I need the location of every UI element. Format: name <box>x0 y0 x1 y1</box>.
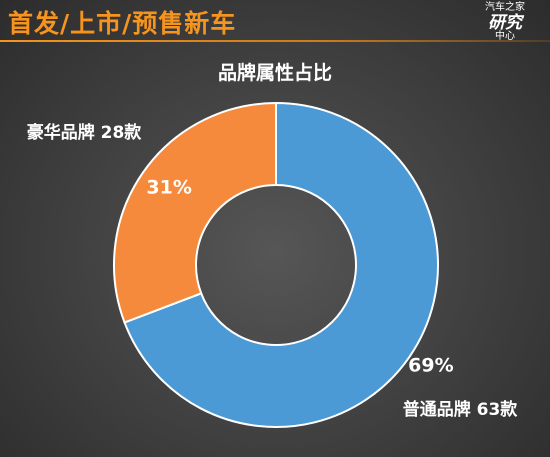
chart-title: 品牌属性占比 <box>217 62 332 84</box>
slice-regular-brand <box>123 101 439 428</box>
slice-luxury-brand <box>113 101 277 324</box>
logo-bottom-text: 中心 <box>495 31 515 42</box>
legend-label-luxury-brand: 豪华品牌 28款 <box>27 122 143 143</box>
logo-main-text: 研究 <box>488 13 522 33</box>
brand-logo: 汽车之家 研究 中心 <box>466 2 544 42</box>
header-divider <box>0 40 550 42</box>
page-title: 首发/上市/预售新车 <box>8 9 237 38</box>
legend-label-regular-brand: 普通品牌 63款 <box>403 399 519 420</box>
pct-label-regular-brand: 69% <box>408 355 453 377</box>
header: 首发/上市/预售新车 汽车之家 研究 中心 <box>0 0 550 42</box>
pct-label-luxury-brand: 31% <box>146 176 191 198</box>
logo-top-text: 汽车之家 <box>485 2 525 13</box>
